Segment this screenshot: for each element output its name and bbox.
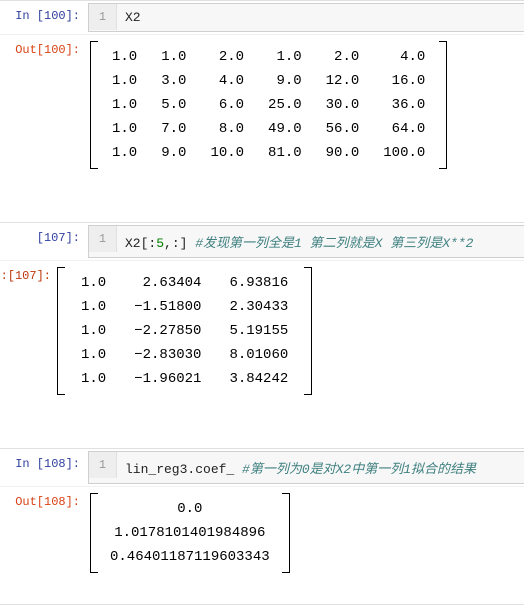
output-cell-108: Out[108]: 0.0 1.0178101401984896 0.46401… xyxy=(0,487,524,586)
matrix-108: 0.0 1.0178101401984896 0.464011871196033… xyxy=(88,493,290,573)
output-108: 0.0 1.0178101401984896 0.464011871196033… xyxy=(88,489,524,584)
line-number: 1 xyxy=(89,4,117,30)
line-number: 1 xyxy=(89,452,117,478)
matrix-100: 1.01.02.01.02.04.0 1.03.04.09.012.016.0 … xyxy=(88,41,447,169)
code-text: lin_reg3.coef_ #第一列为0是对X2中第一列1拟合的结果 xyxy=(117,452,484,483)
output-cell-100: Out[100]: 1.01.02.01.02.04.0 1.03.04.09.… xyxy=(0,35,524,182)
code-text: X2[:5,:] #发现第一列全是1 第二列就是X 第三列是X**2 xyxy=(117,226,481,257)
code-area-100[interactable]: 1 X2 xyxy=(88,3,524,32)
prompt-out-108: Out[108]: xyxy=(0,489,88,509)
input-cell-107: [107]: 1 X2[:5,:] #发现第一列全是1 第二列就是X 第三列是X… xyxy=(0,222,524,261)
code-text: X2 xyxy=(117,4,149,31)
prompt-in-108: In [108]: xyxy=(0,451,88,471)
input-cell-108: In [108]: 1 lin_reg3.coef_ #第一列为0是对X2中第一… xyxy=(0,448,524,487)
matrix-table-108: 0.0 1.0178101401984896 0.464011871196033… xyxy=(100,497,280,569)
bracket-right-icon xyxy=(304,267,312,395)
bracket-left-icon xyxy=(57,267,65,395)
input-cell-100: In [100]: 1 X2 xyxy=(0,0,524,35)
prompt-in-107: [107]: xyxy=(0,225,88,245)
matrix-table-107: 1.02.634046.93816 1.0−1.518002.30433 1.0… xyxy=(67,271,302,391)
spacer xyxy=(0,586,524,604)
code-area-108[interactable]: 1 lin_reg3.coef_ #第一列为0是对X2中第一列1拟合的结果 xyxy=(88,451,524,484)
matrix-table-100: 1.01.02.01.02.04.0 1.03.04.09.012.016.0 … xyxy=(100,45,437,165)
matrix-body: 0.0 1.0178101401984896 0.464011871196033… xyxy=(98,493,282,573)
matrix-107: 1.02.634046.93816 1.0−1.518002.30433 1.0… xyxy=(55,267,312,395)
table-row: 1.07.08.049.056.064.0 xyxy=(100,117,437,141)
code-area-107[interactable]: 1 X2[:5,:] #发现第一列全是1 第二列就是X 第三列是X**2 xyxy=(88,225,524,258)
spacer xyxy=(0,408,524,448)
table-row: 1.0−2.278505.19155 xyxy=(67,319,302,343)
prompt-out-107: :[107]: xyxy=(0,263,55,283)
table-row: 0.0 xyxy=(100,497,280,521)
prompt-in-100: In [100]: xyxy=(0,3,88,23)
table-row: 1.0−1.518002.30433 xyxy=(67,295,302,319)
bracket-right-icon xyxy=(282,493,290,573)
bracket-right-icon xyxy=(439,41,447,169)
line-number: 1 xyxy=(89,226,117,252)
table-row: 1.01.02.01.02.04.0 xyxy=(100,45,437,69)
table-row: 1.0−1.960213.84242 xyxy=(67,367,302,391)
table-row: 1.09.010.081.090.0100.0 xyxy=(100,141,437,165)
bracket-left-icon xyxy=(90,41,98,169)
output-100: 1.01.02.01.02.04.0 1.03.04.09.012.016.0 … xyxy=(88,37,524,180)
spacer xyxy=(0,182,524,222)
output-107: 1.02.634046.93816 1.0−1.518002.30433 1.0… xyxy=(55,263,524,406)
bracket-left-icon xyxy=(90,493,98,573)
matrix-body: 1.02.634046.93816 1.0−1.518002.30433 1.0… xyxy=(65,267,304,395)
matrix-body: 1.01.02.01.02.04.0 1.03.04.09.012.016.0 … xyxy=(98,41,439,169)
table-row: 1.0178101401984896 xyxy=(100,521,280,545)
table-row: 1.05.06.025.030.036.0 xyxy=(100,93,437,117)
table-row: 1.0−2.830308.01060 xyxy=(67,343,302,367)
table-row: 1.02.634046.93816 xyxy=(67,271,302,295)
prompt-out-100: Out[100]: xyxy=(0,37,88,57)
output-cell-107: :[107]: 1.02.634046.93816 1.0−1.518002.3… xyxy=(0,261,524,408)
table-row: 1.03.04.09.012.016.0 xyxy=(100,69,437,93)
table-row: 0.46401187119603343 xyxy=(100,545,280,569)
